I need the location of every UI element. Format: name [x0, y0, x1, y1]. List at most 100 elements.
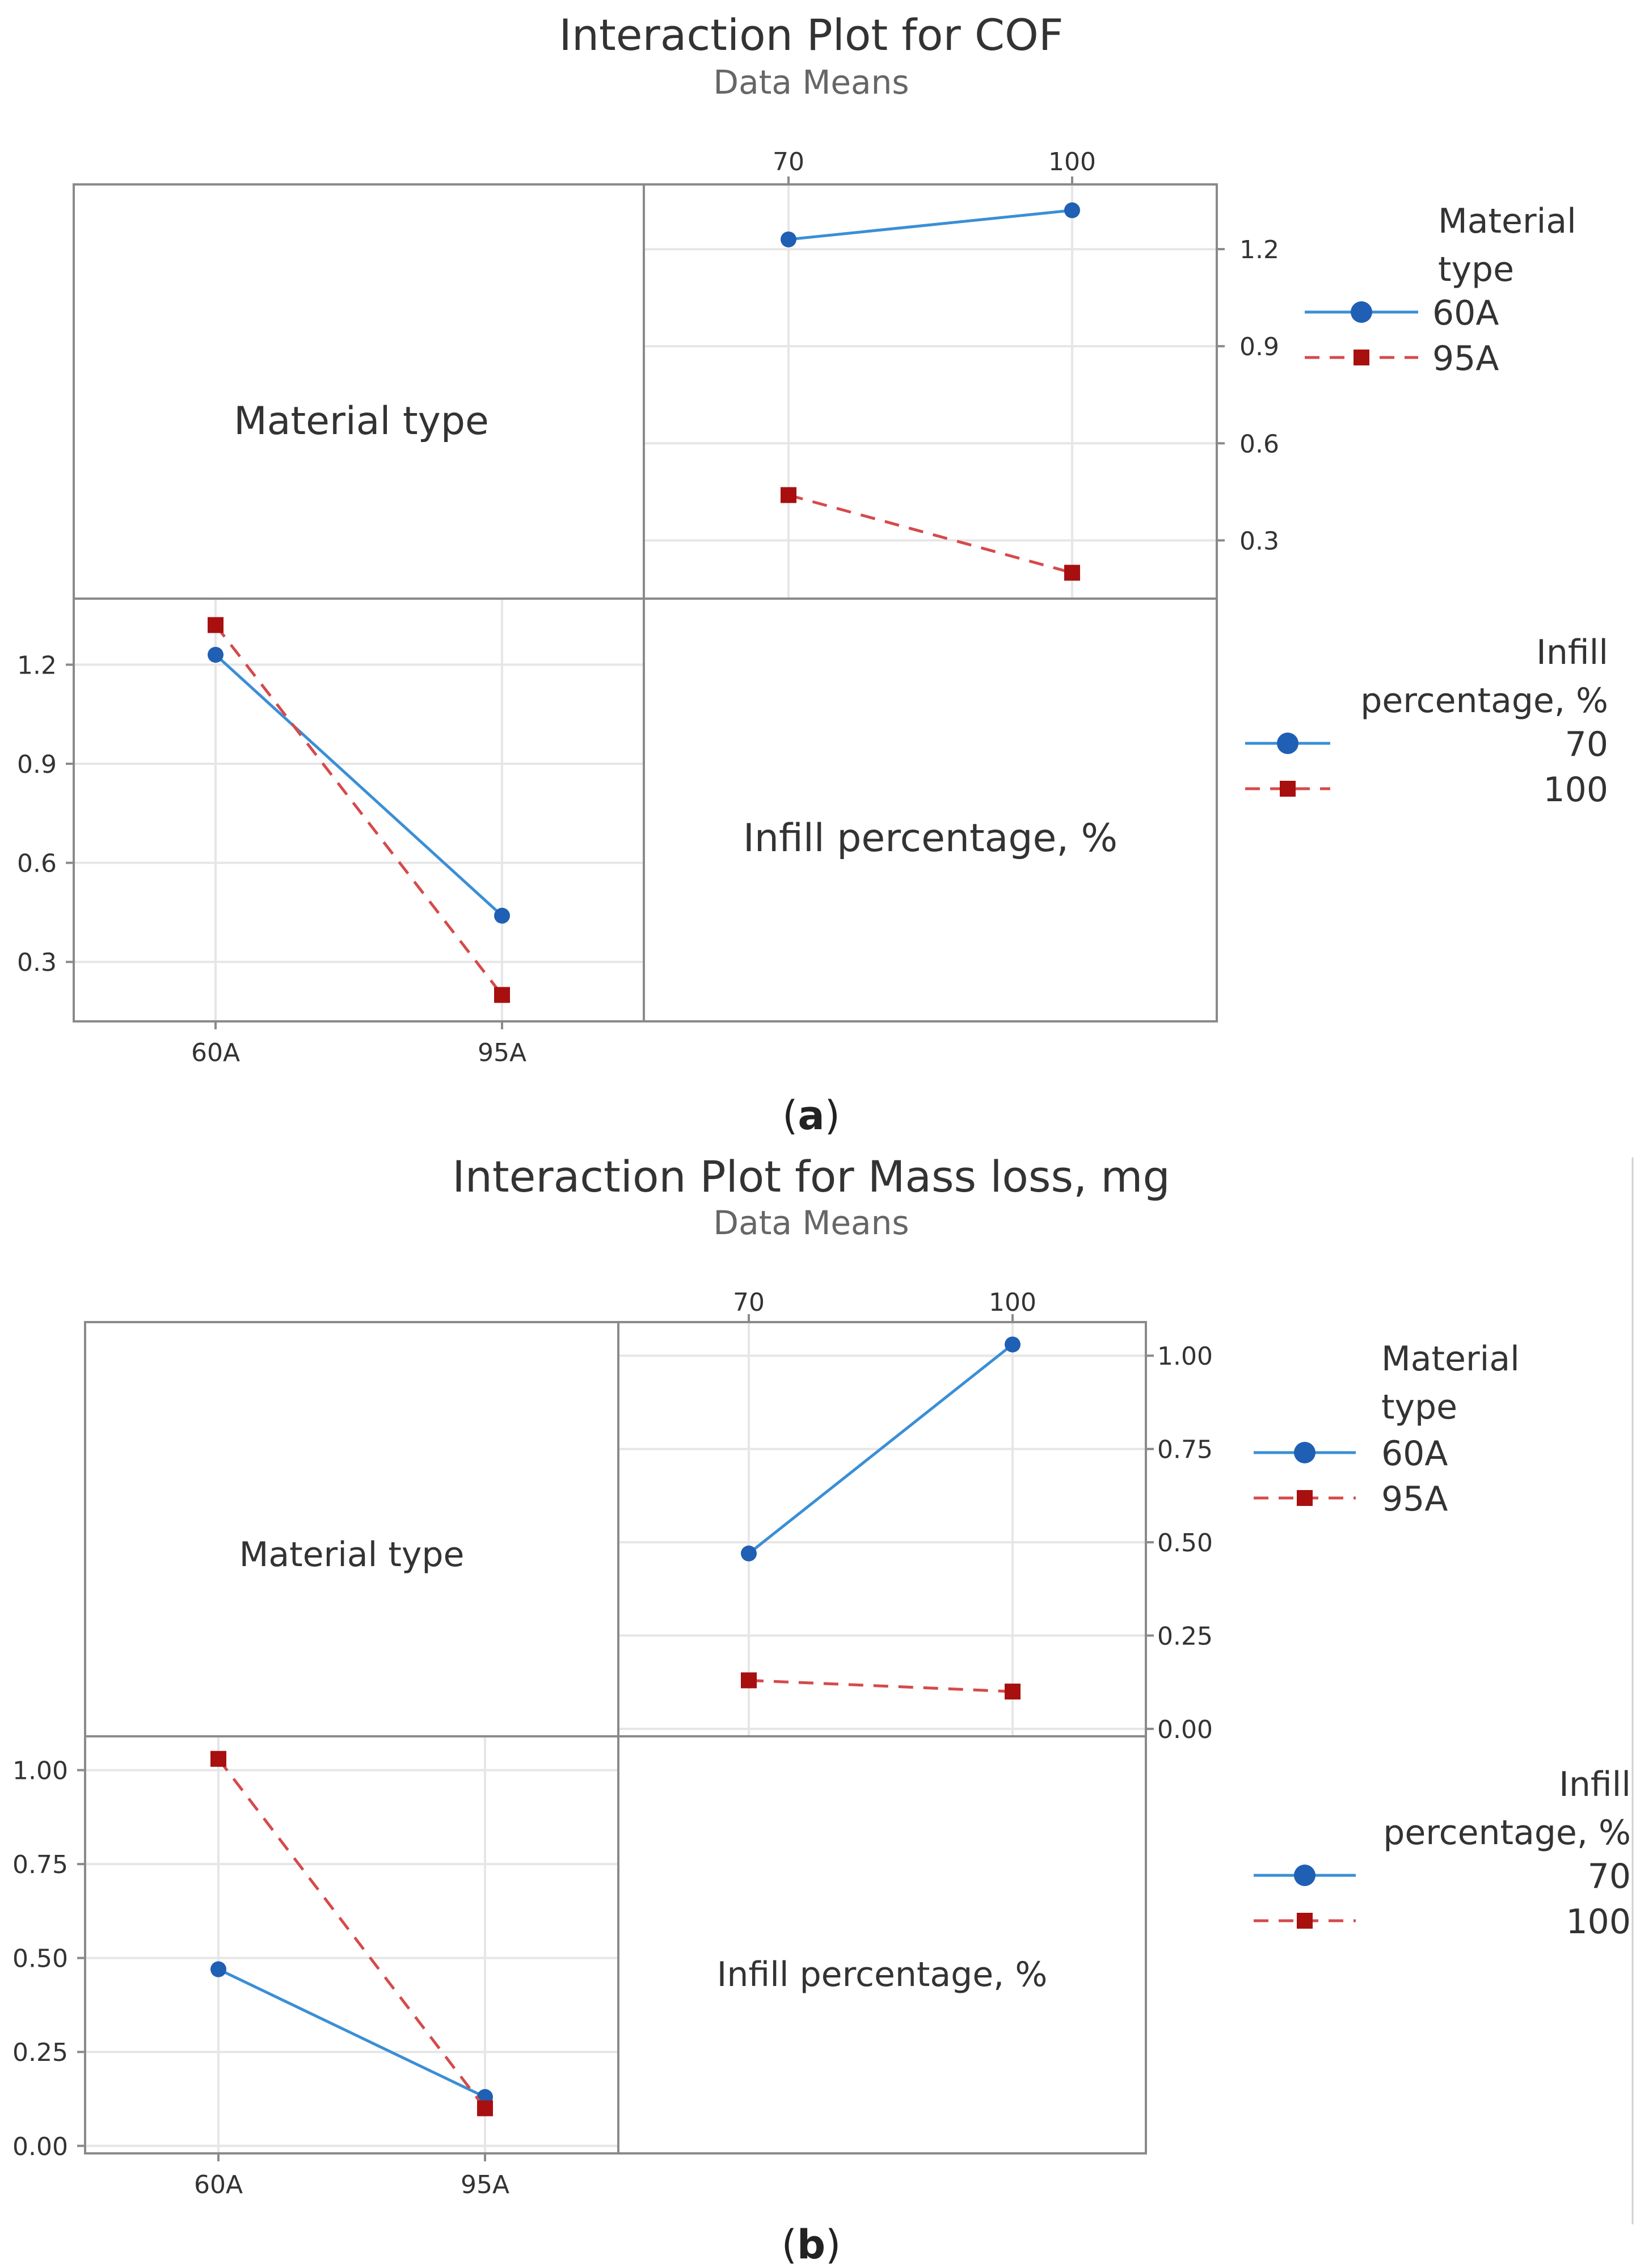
- legend-title: Material: [1381, 1339, 1520, 1379]
- tick-label-left: 0.00: [12, 2132, 68, 2161]
- panel-frame: [73, 183, 1218, 1023]
- caption-letter: b: [797, 2221, 825, 2268]
- series-line: [214, 624, 503, 996]
- data-point: [210, 1961, 226, 1977]
- chart-subtitle: Data Means: [713, 1204, 909, 1242]
- legend-material-type: Material type 60A 95A: [1305, 201, 1576, 378]
- series-line: [788, 494, 1073, 574]
- data-point: [781, 231, 796, 247]
- legend-title: Material: [1438, 201, 1576, 241]
- legend-marker: [1280, 781, 1296, 797]
- gridlines: [85, 1322, 1146, 2153]
- diagonal-label-infill: Infill percentage, %: [717, 1955, 1048, 1995]
- legend-title: Infill: [1559, 1765, 1631, 1804]
- data-point: [781, 487, 796, 503]
- legend-marker: [1297, 1913, 1313, 1929]
- chart-title: Interaction Plot for COF: [559, 10, 1063, 60]
- series-line: [748, 1678, 1013, 1693]
- tick-label-bottom: 60A: [191, 1038, 240, 1067]
- tick-label-bottom: 95A: [478, 1038, 526, 1067]
- tick-label-right: 1.00: [1157, 1342, 1213, 1371]
- legend-marker: [1294, 1442, 1315, 1463]
- tick-label-left: 1.00: [12, 1757, 68, 1786]
- series-line: [748, 1343, 1014, 1555]
- tick-label-right: 0.25: [1157, 1622, 1213, 1651]
- series-line: [217, 1968, 486, 2098]
- diagonal-label-infill: Infill percentage, %: [743, 816, 1118, 861]
- series-line: [214, 654, 503, 917]
- legend-entry: 100: [1543, 770, 1608, 810]
- lower-panel-series-100: [208, 617, 510, 1003]
- legend-marker: [1351, 301, 1372, 323]
- caption-letter: a: [798, 1092, 824, 1139]
- tick-label-right: 0.3: [1239, 527, 1279, 556]
- legend-entry: 70: [1588, 1857, 1631, 1896]
- lower-panel-series-100: [210, 1751, 493, 2116]
- data-point: [1064, 565, 1080, 581]
- outer-border: [84, 1321, 1147, 2155]
- legend-infill-percentage: Infill percentage, % 70 100: [1254, 1765, 1631, 1942]
- data-point: [210, 1751, 226, 1767]
- data-point: [741, 1545, 757, 1562]
- upper-panel-series-95A: [741, 1672, 1021, 1700]
- chart-title: Interaction Plot for Mass loss, mg: [452, 1151, 1170, 1202]
- legend-marker: [1297, 1490, 1313, 1506]
- data-point: [1005, 1684, 1021, 1700]
- tick-label-right: 1.2: [1239, 235, 1279, 264]
- tick-label-top: 100: [989, 1288, 1036, 1317]
- legend-title: type: [1438, 250, 1514, 289]
- series-line: [217, 1758, 486, 2110]
- legend-entry: 100: [1566, 1902, 1631, 1942]
- tick-label-left: 0.75: [12, 1850, 68, 1879]
- gridlines: [74, 184, 1217, 1021]
- data-point: [477, 2100, 493, 2116]
- tick-label-top: 100: [1048, 148, 1096, 176]
- upper-panel-series-60A: [741, 1336, 1021, 1562]
- panel-frame: [84, 1321, 1147, 2155]
- tick-label-left: 0.9: [17, 750, 57, 779]
- tick-label-bottom: 95A: [461, 2170, 509, 2199]
- legend-entry: 60A: [1432, 293, 1499, 333]
- tick-label-right: 0.00: [1157, 1715, 1213, 1744]
- tick-label-left: 0.25: [12, 2038, 68, 2067]
- tick-label-right: 0.50: [1157, 1529, 1213, 1558]
- lower-panel-series-70: [208, 646, 510, 924]
- legend-entry: 95A: [1432, 339, 1499, 378]
- diagonal-label-material: Material type: [239, 1535, 465, 1575]
- legend-title: percentage, %: [1360, 681, 1608, 721]
- legend-marker: [1294, 1865, 1315, 1886]
- legend-entry: 95A: [1381, 1479, 1448, 1519]
- legend-material-type: Material type 60A 95A: [1254, 1339, 1520, 1519]
- data-point: [741, 1672, 757, 1689]
- tick-label-right: 0.9: [1239, 333, 1279, 361]
- legend-marker: [1354, 350, 1369, 365]
- data-point: [1005, 1336, 1021, 1353]
- data-point: [494, 987, 510, 1003]
- chart-subtitle: Data Means: [713, 63, 909, 102]
- upper-panel-series-95A: [781, 487, 1080, 581]
- legend-marker: [1277, 733, 1298, 754]
- legend-infill-percentage: Infill percentage, % 70 100: [1245, 633, 1608, 810]
- data-point: [208, 617, 224, 633]
- data-point: [494, 907, 510, 924]
- legend-title: Infill: [1536, 633, 1608, 672]
- lower-panel-series-70: [210, 1961, 493, 2105]
- tick-label-left: 0.50: [12, 1945, 68, 1974]
- diagonal-label-material: Material type: [234, 399, 489, 444]
- caption-a: (a): [782, 1092, 840, 1139]
- tick-label-top: 70: [773, 148, 804, 176]
- legend-title: percentage, %: [1383, 1813, 1631, 1853]
- tick-label-left: 0.3: [17, 948, 57, 977]
- legend-title: type: [1381, 1387, 1457, 1427]
- tick-label-right: 0.6: [1239, 430, 1279, 458]
- upper-panel-series-60A: [781, 202, 1080, 247]
- legend-entry: 60A: [1381, 1434, 1448, 1474]
- tick-label-right: 0.75: [1157, 1436, 1213, 1465]
- outer-border: [73, 183, 1218, 1023]
- tick-label-left: 1.2: [17, 651, 57, 680]
- tick-label-top: 70: [733, 1288, 765, 1317]
- tick-label-bottom: 60A: [194, 2170, 243, 2199]
